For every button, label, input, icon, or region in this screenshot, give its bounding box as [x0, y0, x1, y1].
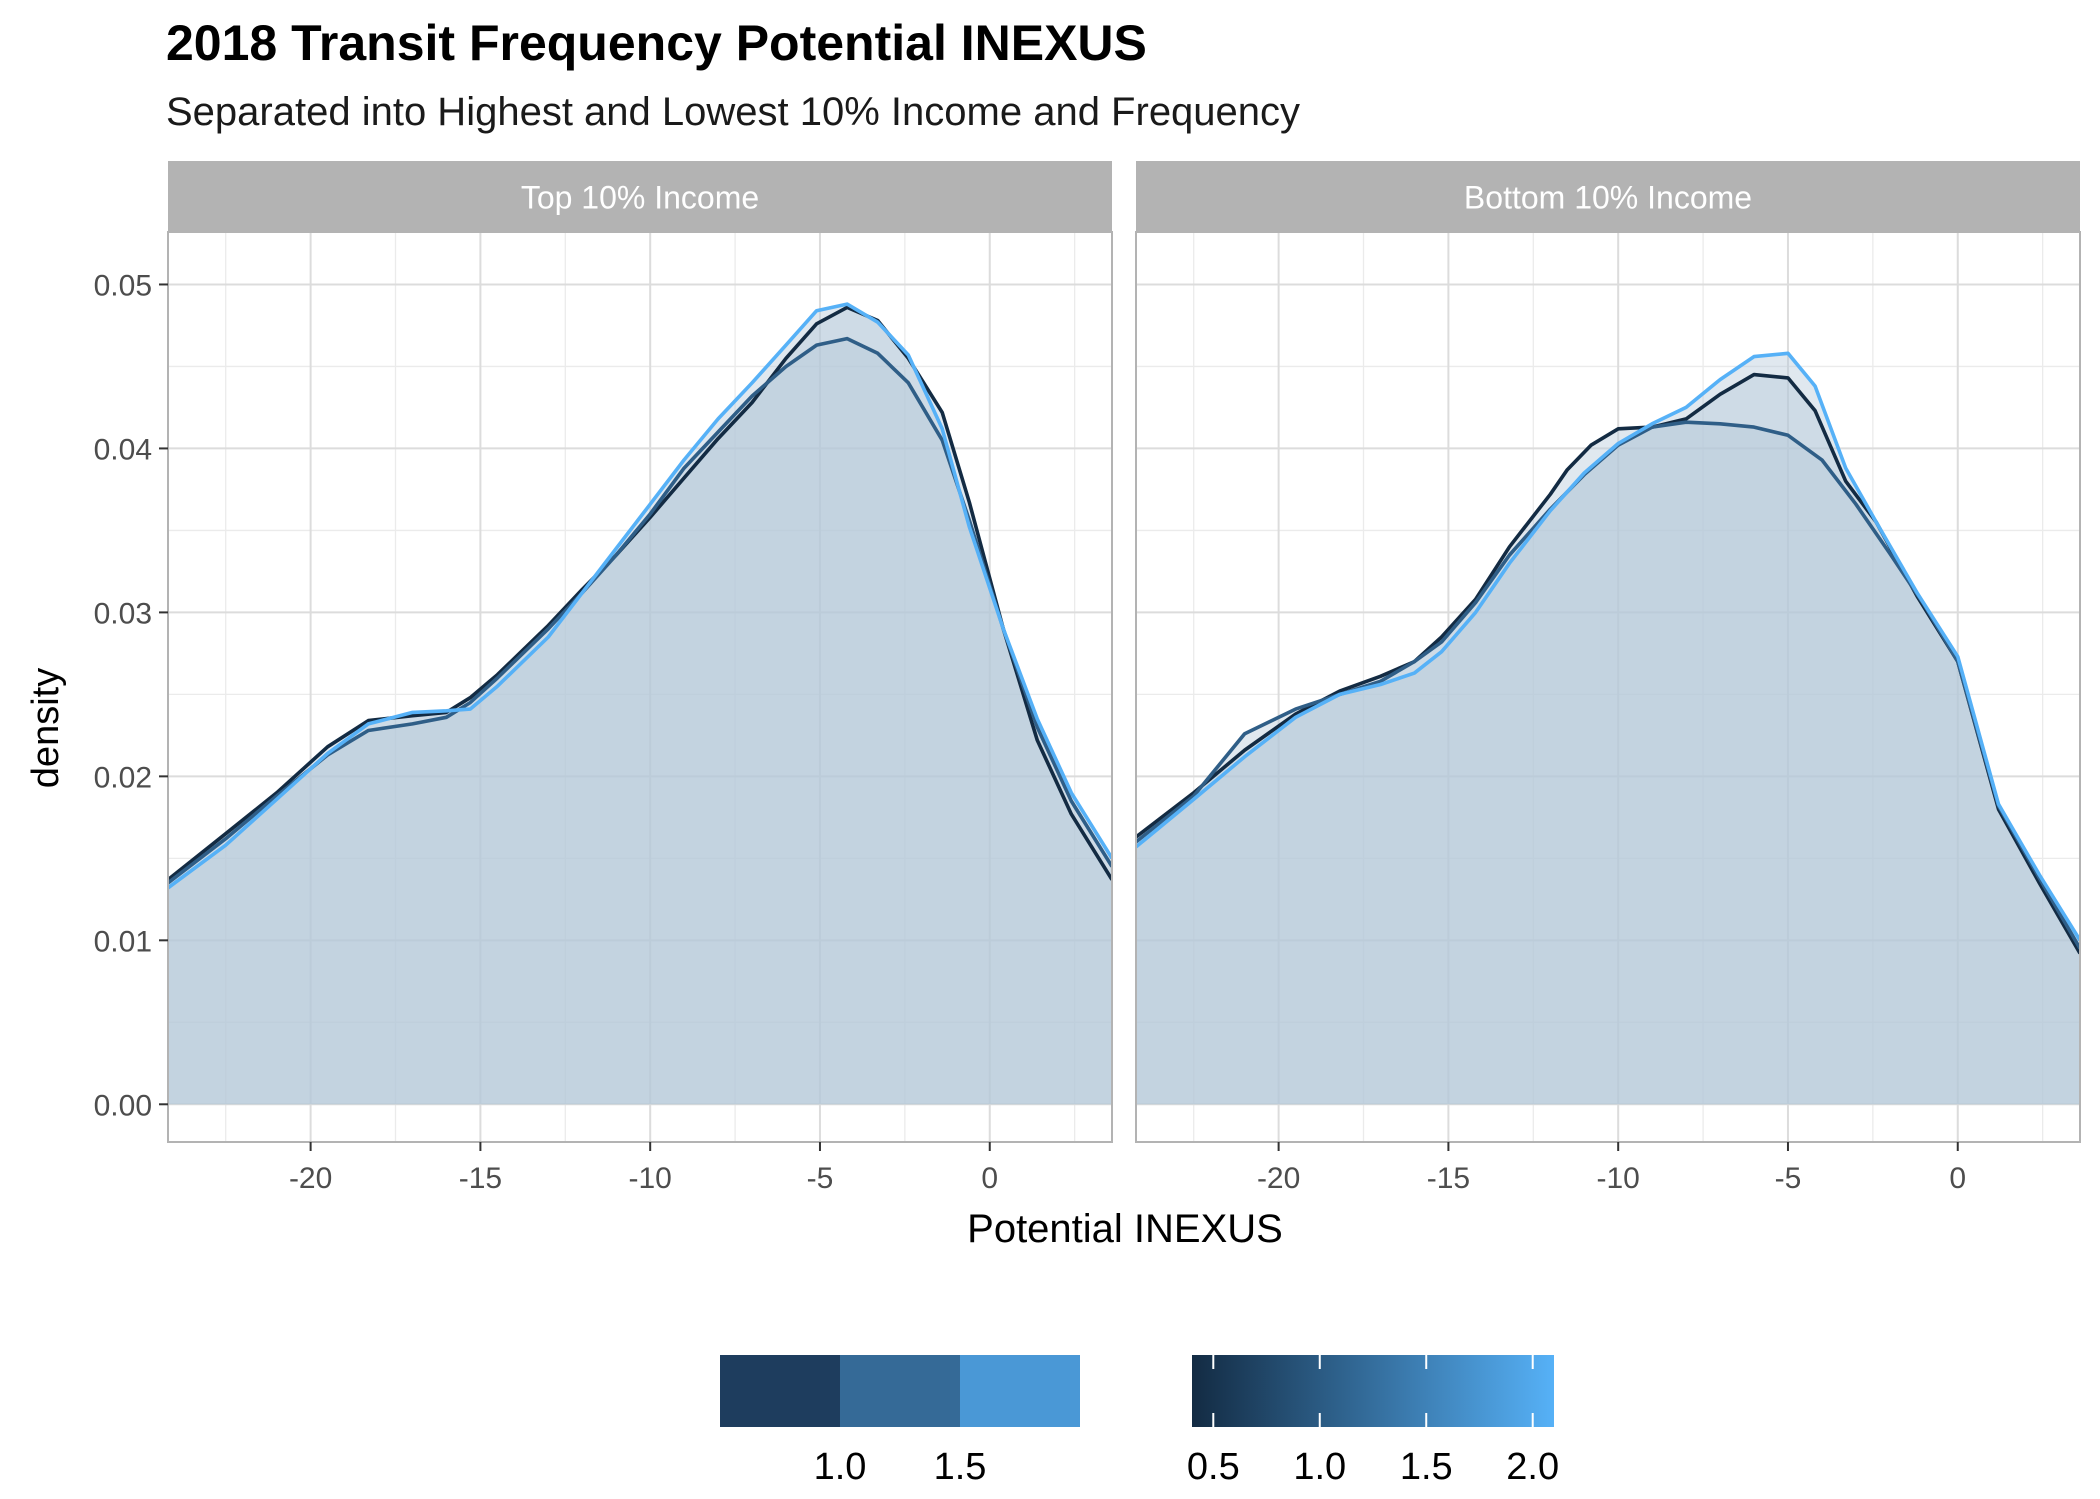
y-tick-label: 0.04: [94, 433, 152, 466]
panel-border: [167, 231, 1113, 1143]
x-tick-label: -10: [1597, 1162, 1640, 1195]
legend-label: 1.0: [1293, 1446, 1346, 1488]
panel-2: Bottom 10% Income -20 -15 -10 -5 0: [1135, 161, 2081, 1195]
legend-discrete: 1.0 1.5: [720, 1355, 1080, 1488]
chart-subtitle: Separated into Highest and Lowest 10% In…: [166, 90, 1301, 134]
panel-border: [1135, 231, 2081, 1143]
density-area-3: [1136, 353, 2080, 1105]
density-line-3: [168, 302, 1112, 890]
panel-strip-label: Top 10% Income: [521, 180, 759, 216]
chart-title: 2018 Transit Frequency Potential INEXUS: [166, 15, 1147, 71]
density-area-2: [168, 338, 1112, 1105]
x-tick-label: -20: [289, 1162, 332, 1195]
y-tick-label: 0.03: [94, 597, 152, 630]
x-tick-label: -20: [1257, 1162, 1300, 1195]
x-tick-label: -10: [629, 1162, 672, 1195]
panel-strip-label: Bottom 10% Income: [1464, 180, 1752, 216]
x-tick-label: -5: [807, 1162, 834, 1195]
density-area-1: [168, 307, 1112, 1105]
x-tick-label: 0: [981, 1162, 998, 1195]
legend-label: 2.0: [1506, 1446, 1559, 1488]
legend-label: 1.0: [814, 1446, 867, 1488]
panel-1: Top 10% Income -20 -15 -10 -5 0 0.00 0.01 0.02 0.…: [94, 161, 1113, 1195]
density-area-1: [1136, 374, 2080, 1105]
legend-label: 1.5: [934, 1446, 987, 1488]
x-axis-title: Potential INEXUS: [967, 1207, 1283, 1251]
x-tick-label: -15: [1427, 1162, 1470, 1195]
legend-label: 0.5: [1187, 1446, 1240, 1488]
panel-series-group: [168, 302, 1112, 1105]
x-tick-label: -5: [1775, 1162, 1802, 1195]
legend-color-key: [840, 1355, 960, 1427]
x-tick-label: -15: [459, 1162, 502, 1195]
density-line-3: [1136, 351, 2080, 942]
legend-gradient: 0.5 1.0 1.5 2.0: [1187, 1355, 1559, 1488]
density-area-3: [168, 304, 1112, 1105]
y-axis-title: density: [25, 668, 67, 788]
density-area-2: [1136, 422, 2080, 1105]
panel-strip: [1136, 161, 2080, 232]
legend-color-key: [960, 1355, 1080, 1427]
x-tick-label: 0: [1949, 1162, 1966, 1195]
legend-colorbar: [1192, 1355, 1554, 1427]
legend-color-key: [720, 1355, 840, 1427]
y-tick-label: 0.02: [94, 761, 152, 794]
panel-strip: [168, 161, 1112, 232]
y-tick-label: 0.00: [94, 1089, 152, 1122]
panel-series-group: [1136, 351, 2080, 1105]
y-tick-label: 0.05: [94, 269, 152, 302]
y-tick-label: 0.01: [94, 925, 152, 958]
legend-label: 1.5: [1400, 1446, 1453, 1488]
